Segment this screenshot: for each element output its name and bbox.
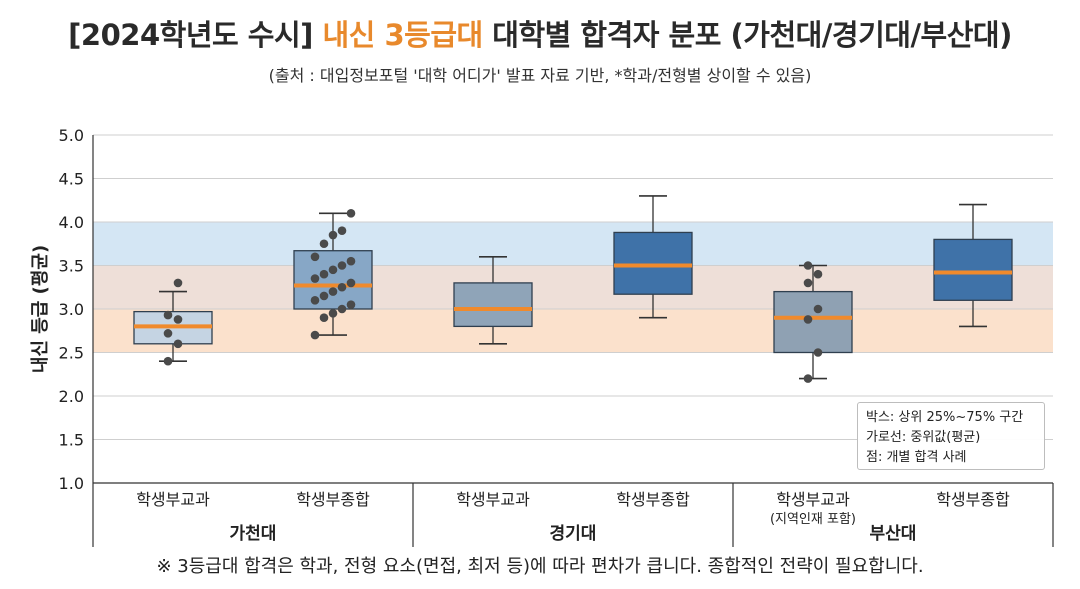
x-category-label: 학생부교과 [456, 490, 530, 509]
x-category-label: 학생부종합 [296, 490, 370, 509]
box-iqr [613, 231, 693, 295]
y-tick-label: 5.0 [59, 126, 84, 145]
data-point [319, 291, 329, 301]
data-point [163, 329, 173, 338]
title-highlight: 내신 3등급대 [322, 18, 484, 52]
y-tick-label: 1.0 [59, 474, 84, 493]
x-category-label: 학생부종합 [936, 490, 1010, 509]
y-tick-label: 3.5 [59, 257, 84, 276]
data-point [337, 261, 347, 270]
data-point [803, 315, 813, 324]
box-5 [933, 203, 1013, 328]
y-tick-label: 4.5 [59, 170, 84, 189]
box-iqr [293, 250, 373, 310]
y-tick-label: 2.5 [59, 344, 84, 363]
box-3 [613, 195, 693, 319]
data-point [328, 265, 338, 275]
data-point [337, 282, 347, 292]
box-0 [133, 278, 213, 366]
y-tick-label: 2.0 [59, 387, 84, 406]
data-point [337, 226, 347, 235]
title-suffix: 대학별 합격자 분포 (가천대/경기대/부산대) [482, 18, 1012, 52]
data-point [173, 339, 183, 349]
data-point [813, 348, 823, 357]
box-iqr [933, 238, 1013, 301]
y-tick-label: 1.5 [59, 431, 84, 450]
x-category-label: 학생부교과 [776, 490, 850, 509]
footnote: ※ 3등급대 합격은 학과, 전형 요소(면접, 최저 등)에 따라 편차가 큽… [156, 556, 924, 577]
data-point [346, 300, 356, 309]
x-category-label: 학생부교과 [136, 490, 210, 509]
data-point [310, 330, 320, 340]
chart-subtitle: (출처 : 대입정보포털 '대학 어디가' 발표 자료 기반, *학과/전형별 … [268, 66, 812, 85]
data-point [803, 261, 813, 270]
data-point [173, 315, 183, 324]
data-point [337, 304, 347, 314]
legend: 박스: 상위 25%~75% 구간 가로선: 중위값(평균) 점: 개별 합격 … [857, 402, 1045, 470]
data-point [328, 287, 338, 296]
box-4 [773, 261, 853, 383]
data-point [813, 269, 823, 279]
y-axis-label: 내신 등급 (평균) [30, 245, 51, 373]
data-point [346, 209, 356, 218]
band-0 [93, 309, 1053, 353]
title-prefix: [2024학년도 수시] [68, 18, 323, 52]
legend-point-entry: 점: 개별 합격 사례 [866, 450, 967, 465]
data-point [346, 278, 356, 288]
data-point [803, 278, 813, 288]
data-point [328, 230, 338, 240]
data-point [319, 313, 329, 323]
y-tick-label: 3.0 [59, 300, 84, 319]
data-point [310, 252, 320, 262]
chart-title: [2024학년도 수시] 내신 3등급대 대학별 합격자 분포 (가천대/경기대… [0, 12, 1080, 54]
box-1 [293, 209, 373, 340]
legend-box-entry: 박스: 상위 25%~75% 구간 [866, 410, 1024, 425]
data-point [328, 309, 338, 318]
x-category-label: 학생부종합 [616, 490, 690, 509]
legend-line-entry: 가로선: 중위값(평균) [866, 430, 981, 445]
x-category-sublabel: (지역인재 포함) [770, 512, 856, 527]
box-iqr [453, 282, 533, 328]
data-point [319, 239, 329, 249]
data-point [319, 269, 329, 279]
group-label: 가천대 [230, 524, 277, 544]
band-1 [93, 265, 1053, 309]
box-iqr [773, 290, 853, 354]
y-tick-label: 4.0 [59, 213, 84, 232]
data-point [163, 356, 173, 366]
data-point [173, 278, 183, 288]
data-point [803, 374, 813, 383]
data-point [163, 310, 173, 320]
group-label: 경기대 [550, 524, 597, 544]
box-2 [453, 255, 533, 345]
data-point [310, 296, 320, 305]
data-point [346, 256, 356, 266]
band-2 [93, 222, 1053, 266]
data-point [813, 304, 823, 314]
group-label: 부산대 [870, 524, 917, 544]
data-point [310, 274, 320, 283]
